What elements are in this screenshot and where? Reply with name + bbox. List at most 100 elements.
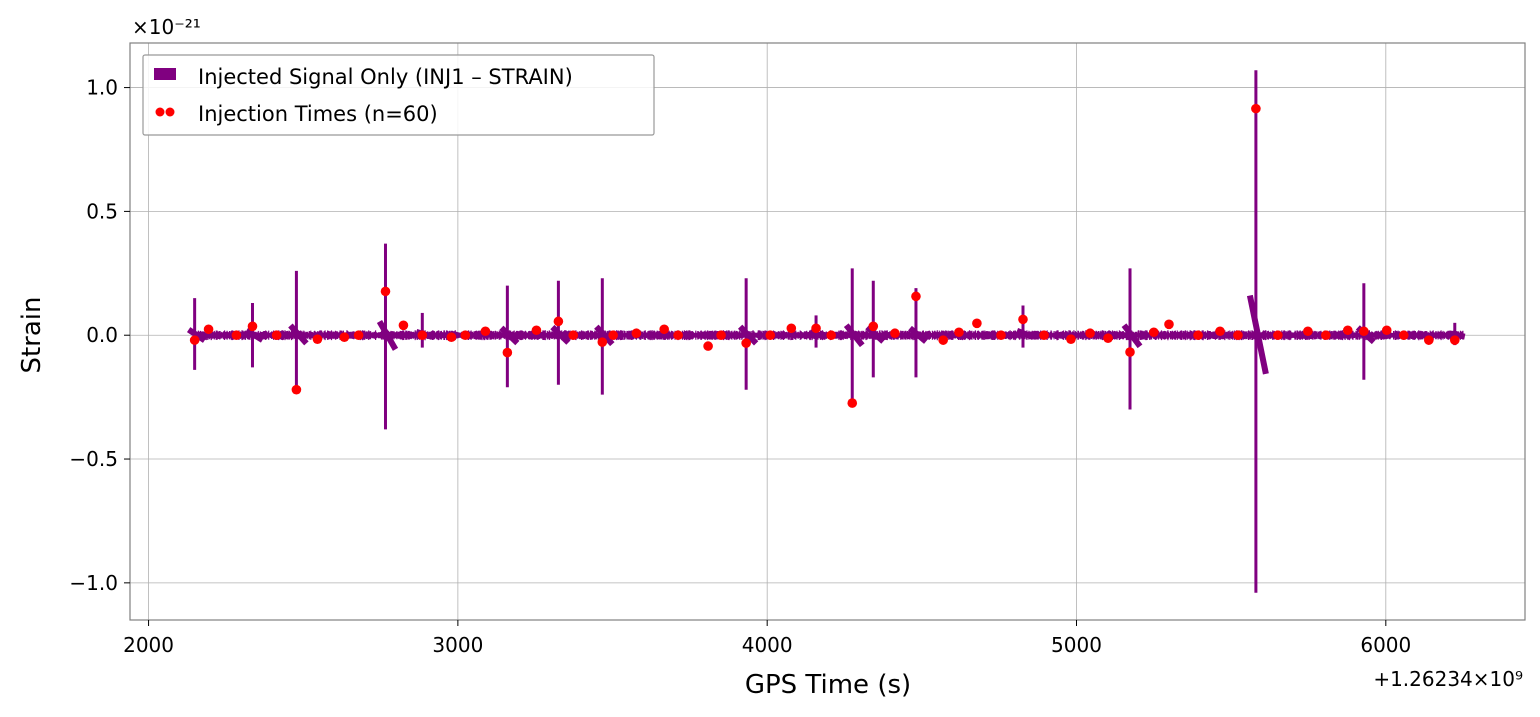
injection-point <box>353 330 364 341</box>
y-tick-label: 1.0 <box>86 76 118 100</box>
signal-series <box>186 70 1466 593</box>
injection-point <box>271 330 282 341</box>
injection-point <box>312 334 323 344</box>
injection-point <box>786 323 797 334</box>
injection-point <box>417 330 428 341</box>
legend-label-injections: Injection Times (n=60) <box>198 102 438 126</box>
plot-frame <box>129 42 1526 621</box>
y-tick-label: 0.5 <box>86 199 118 223</box>
injection-point <box>189 335 200 345</box>
signal-spike-ringdown <box>737 324 759 346</box>
signal-spike-ringdown <box>499 325 520 346</box>
injection-point <box>1103 333 1113 343</box>
injection-point <box>954 327 964 338</box>
injection-point <box>291 384 302 395</box>
x-tick-label: 3000 <box>432 633 483 657</box>
injection-point <box>703 341 713 351</box>
signal-spike-ringdown <box>550 324 571 345</box>
injection-point <box>1085 328 1095 339</box>
signal-spike-ringdown <box>376 319 399 351</box>
signal-spike-ringdown <box>1246 294 1269 375</box>
injection-point <box>380 286 391 297</box>
signal-spike-ringdown <box>1015 327 1035 340</box>
injection-point <box>446 332 457 342</box>
y-axis-label: Strain <box>17 296 47 373</box>
injection-point <box>938 335 948 345</box>
signal-spike-ringdown <box>244 327 265 343</box>
signal-spike-ringdown <box>1121 323 1143 349</box>
injection-point <box>568 330 579 341</box>
injection-point <box>608 330 618 341</box>
injection-point <box>826 330 837 341</box>
injection-point <box>460 330 471 341</box>
injection-point <box>531 325 542 336</box>
signal-spike-ringdown <box>908 325 928 344</box>
injection-point <box>890 328 900 339</box>
injection-point <box>631 328 642 339</box>
x-tick-label: 6000 <box>1360 633 1411 657</box>
injection-point <box>398 320 409 331</box>
signal-spike-ringdown <box>1448 330 1466 340</box>
injection-point <box>1398 330 1409 341</box>
injection-point <box>1342 325 1353 336</box>
injection-point <box>1303 326 1313 337</box>
injection-point <box>996 330 1006 341</box>
x-axis-label: GPS Time (s) <box>745 670 911 700</box>
injection-points <box>189 103 1460 408</box>
injection-point <box>847 398 858 408</box>
injection-point <box>1449 335 1460 345</box>
x-tick-label: 4000 <box>742 633 793 657</box>
injection-point <box>659 324 669 335</box>
y-scale-label: ×10⁻²¹ <box>132 15 201 39</box>
injection-point <box>1125 347 1135 357</box>
injection-point <box>502 347 513 358</box>
injection-point <box>1381 325 1392 336</box>
signal-spike-ringdown <box>288 323 309 346</box>
legend-frame <box>142 54 655 136</box>
legend-swatch-signal <box>154 68 176 80</box>
y-axis: 1.0 0.5 0.0 −0.5 −1.0 <box>69 76 130 595</box>
injection-point <box>1424 335 1434 345</box>
injection-point <box>811 323 821 334</box>
injection-point <box>231 330 242 341</box>
injection-point <box>1215 326 1225 337</box>
legend-marker-injections <box>165 107 175 117</box>
signal-spike-ringdown <box>843 323 865 348</box>
injection-point <box>339 332 350 342</box>
injection-point <box>868 321 879 332</box>
injection-point <box>1251 103 1261 114</box>
y-tick-label: −0.5 <box>69 447 118 471</box>
injection-point <box>597 337 608 347</box>
injection-point <box>1193 330 1203 341</box>
x-axis: 2000 3000 4000 5000 6000 <box>123 620 1411 657</box>
signal-spike-ringdown <box>186 327 207 343</box>
y-tick-label: 0.0 <box>86 323 118 347</box>
injection-point <box>1018 314 1028 325</box>
injection-point <box>553 316 564 327</box>
legend-label-signal: Injected Signal Only (INJ1 – STRAIN) <box>198 65 573 89</box>
injection-point <box>1359 326 1369 337</box>
signal-spike-ringdown <box>594 324 615 347</box>
injection-point <box>1233 330 1243 341</box>
x-tick-label: 5000 <box>1051 633 1102 657</box>
injection-point <box>765 330 776 341</box>
injection-point <box>972 318 982 329</box>
signal-spike-ringdown <box>809 329 827 340</box>
injection-point <box>1039 330 1049 341</box>
injection-point <box>1164 319 1174 330</box>
injection-point <box>1149 327 1159 338</box>
legend: Injected Signal Only (INJ1 – STRAIN) Inj… <box>142 54 655 136</box>
y-tick-label: −1.0 <box>69 571 118 595</box>
x-tick-label: 2000 <box>123 633 174 657</box>
injection-point <box>741 338 751 348</box>
injection-point <box>716 330 726 341</box>
injection-point <box>203 324 214 335</box>
injection-point <box>673 330 683 341</box>
injection-point <box>911 291 921 302</box>
injection-point <box>1273 330 1283 341</box>
injection-point <box>1066 334 1076 344</box>
injection-point <box>247 321 258 332</box>
x-offset-label: +1.26234×10⁹ <box>1373 667 1523 691</box>
injection-point <box>480 326 491 337</box>
